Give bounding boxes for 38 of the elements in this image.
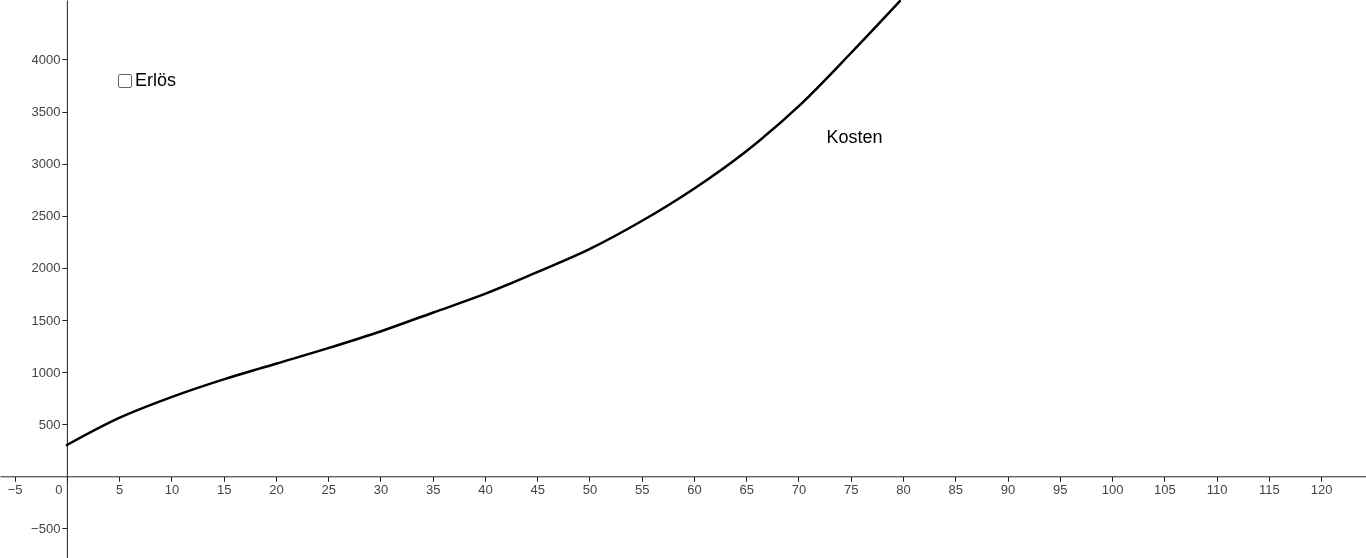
x-tick-label: 85 <box>948 481 963 497</box>
x-tick-label: 65 <box>739 481 754 497</box>
x-tick-label: 40 <box>478 481 493 497</box>
series-label: Kosten <box>826 127 883 148</box>
x-tick-label: −5 <box>7 481 23 497</box>
y-tick-label: 1000 <box>31 364 61 380</box>
x-tick-label: 20 <box>269 481 284 497</box>
y-tick-label: 2500 <box>31 208 61 224</box>
line-series <box>65 0 902 447</box>
x-tick-label: 10 <box>164 481 180 497</box>
x-tick-label: 95 <box>1053 481 1068 497</box>
x-tick-label: 55 <box>634 481 650 497</box>
x-tick-label: 45 <box>530 481 545 497</box>
x-tick-label: 35 <box>425 481 441 497</box>
y-tick-label: 2000 <box>31 260 61 276</box>
x-tick-label: 90 <box>1000 481 1016 497</box>
annotation: Erlös <box>135 70 177 91</box>
x-tick-label: 15 <box>216 481 232 497</box>
x-tick-label: 50 <box>582 481 598 497</box>
x-tick-label: 0 <box>55 481 63 497</box>
x-tick-label: 30 <box>373 481 389 497</box>
x-tick-label: 75 <box>844 481 859 497</box>
y-tick-label: 3000 <box>31 156 61 172</box>
x-tick-label: 100 <box>1101 481 1124 497</box>
x-tick-label: 80 <box>896 481 911 497</box>
y-tick-label: −500 <box>31 520 61 536</box>
y-tick-label: 3500 <box>31 104 61 120</box>
x-tick-label: 105 <box>1153 481 1176 497</box>
x-tick-label: 115 <box>1258 481 1280 497</box>
y-tick-label: 1500 <box>31 312 61 328</box>
y-tick-label: 500 <box>38 416 61 432</box>
x-tick-label: 120 <box>1310 481 1333 497</box>
y-tick-label: 4000 <box>31 52 61 67</box>
x-tick-label: 70 <box>791 481 807 497</box>
x-tick-label: 5 <box>116 481 124 497</box>
x-tick-label: 60 <box>687 481 702 497</box>
x-tick-label: 110 <box>1206 481 1228 497</box>
x-tick-label: 25 <box>321 481 336 497</box>
